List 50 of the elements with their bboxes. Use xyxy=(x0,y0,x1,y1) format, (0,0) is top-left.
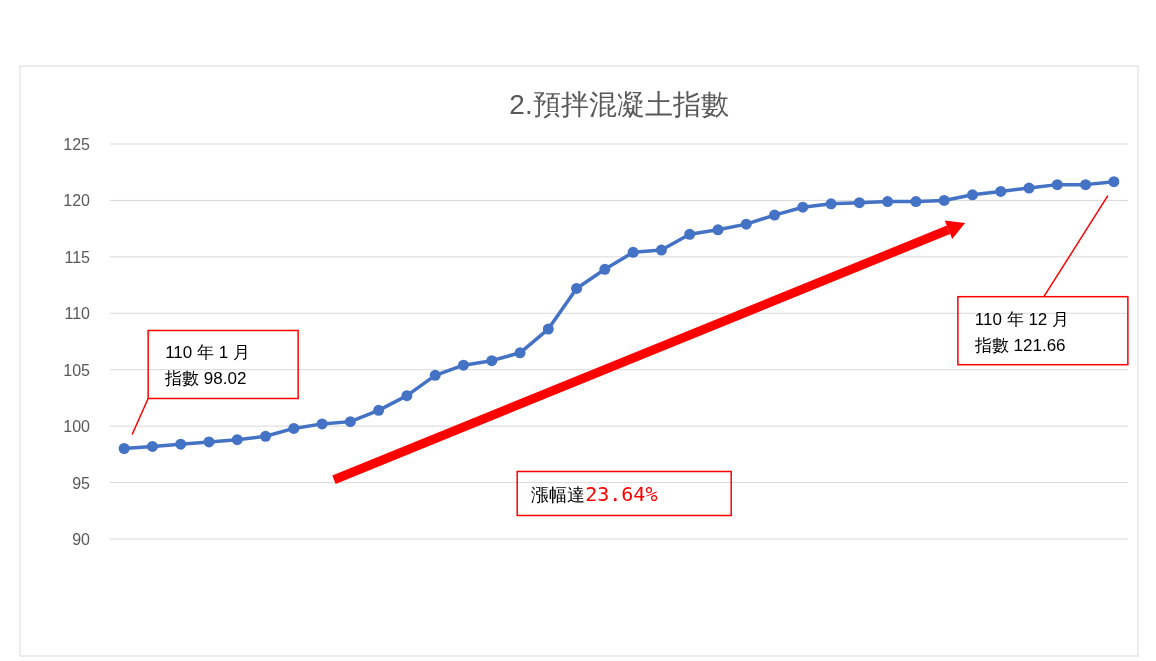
point xyxy=(429,369,441,381)
point xyxy=(231,434,243,446)
point xyxy=(288,422,300,434)
point xyxy=(910,196,922,208)
point xyxy=(344,416,356,428)
point xyxy=(995,185,1007,197)
point xyxy=(882,196,894,208)
point xyxy=(260,430,272,442)
y-tick-label: 115 xyxy=(64,248,91,266)
point xyxy=(571,282,583,294)
point xyxy=(938,194,950,206)
annotation: 指數 98.02 xyxy=(164,369,247,389)
chart-title: 2.預拌混凝土指數 xyxy=(509,89,729,120)
point xyxy=(1108,176,1120,188)
point xyxy=(401,390,413,402)
point xyxy=(853,197,865,209)
point xyxy=(684,228,696,240)
point xyxy=(825,198,837,210)
point xyxy=(655,244,667,256)
point xyxy=(769,209,781,221)
point xyxy=(175,438,187,450)
y-tick-label: 100 xyxy=(63,418,91,436)
point xyxy=(797,201,809,213)
point xyxy=(1023,182,1035,194)
annotation: 漲幅達23.64% xyxy=(531,481,658,506)
point xyxy=(316,418,328,430)
annotation: 110 年 12 月 xyxy=(974,309,1070,329)
point xyxy=(514,347,526,359)
point xyxy=(599,263,611,275)
point xyxy=(146,440,158,452)
annotation: 指數 121.66 xyxy=(973,335,1066,355)
point xyxy=(712,224,724,236)
point xyxy=(1080,179,1092,191)
point xyxy=(457,359,469,371)
annotation: 110 年 1 月 xyxy=(165,343,250,363)
point xyxy=(740,218,752,230)
y-tick-label: 110 xyxy=(64,305,91,323)
y-tick-label: 95 xyxy=(72,474,91,492)
point xyxy=(486,355,498,367)
y-tick-label: 125 xyxy=(63,136,91,153)
point xyxy=(542,323,554,335)
point xyxy=(966,189,978,201)
point xyxy=(1051,179,1063,191)
point xyxy=(373,404,385,416)
point xyxy=(118,442,130,454)
point xyxy=(203,436,215,448)
point xyxy=(627,246,639,258)
y-tick-label: 90 xyxy=(72,531,91,548)
y-tick-label: 120 xyxy=(63,192,91,210)
y-tick-label: 105 xyxy=(63,361,91,379)
